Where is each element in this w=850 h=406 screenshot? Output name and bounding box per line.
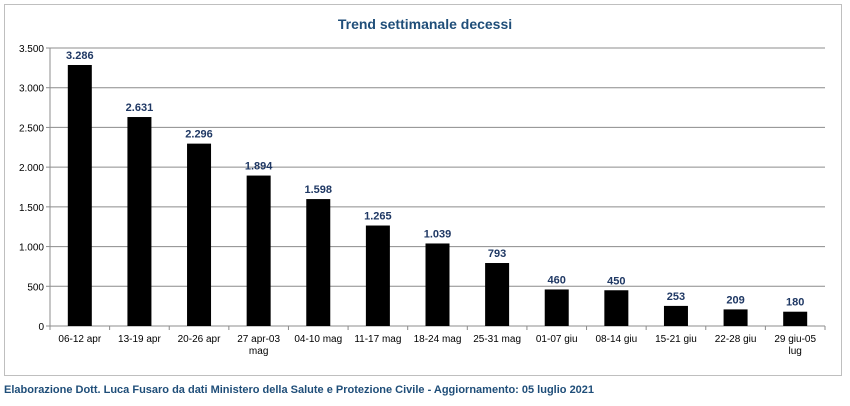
chart-title: Trend settimanale decessi — [338, 16, 512, 32]
data-label: 2.631 — [126, 102, 154, 114]
x-tick-label: 06-12 apr — [58, 334, 101, 345]
bar — [365, 225, 390, 326]
bar — [783, 311, 808, 326]
bar — [485, 263, 510, 326]
x-tick-label: 08-14 giu — [595, 334, 637, 345]
bar — [127, 117, 152, 326]
y-tick-label: 3.000 — [19, 84, 44, 95]
y-tick-label: 0 — [38, 322, 44, 333]
y-tick-label: 2.500 — [19, 123, 44, 134]
axes: 0 500 1.000 1.500 2.000 2.500 3.000 3.500 06-12 … — [19, 44, 826, 357]
y-tick-label: 2.000 — [19, 163, 44, 174]
gridlines — [50, 47, 825, 287]
x-tick-label: 22-28 giu — [715, 334, 757, 345]
chart-frame: Trend settimanale decessi 0 500 1.000 1.500… — [4, 4, 842, 376]
data-label: 1.039 — [424, 228, 452, 240]
bar — [425, 243, 450, 326]
bar — [67, 64, 92, 326]
y-tick-label: 1.000 — [19, 243, 44, 254]
bar — [723, 309, 748, 326]
x-tick-label: 29 giu-05 lug — [774, 334, 816, 357]
data-label: 180 — [786, 297, 804, 309]
data-label: 209 — [726, 294, 744, 306]
bars — [67, 64, 808, 326]
data-label: 460 — [548, 274, 566, 286]
data-label: 450 — [607, 275, 625, 287]
bar — [246, 175, 271, 326]
y-tick-label: 3.500 — [19, 44, 44, 55]
x-tick-label: 13-19 apr — [118, 334, 161, 345]
x-tick-label: 27 apr-03 mag — [237, 334, 280, 357]
data-label: 1.598 — [305, 184, 333, 196]
y-tick-label: 1.500 — [19, 203, 44, 214]
x-tick-label: 18-24 mag — [414, 334, 462, 345]
x-tick-label: 15-21 giu — [655, 334, 697, 345]
data-label: 3.286 — [66, 50, 94, 62]
bar — [604, 290, 629, 326]
x-tick-label: 01-07 giu — [536, 334, 578, 345]
x-tick-label: 04-10 mag — [294, 334, 342, 345]
bar — [187, 143, 212, 326]
bar — [306, 199, 331, 326]
data-label: 2.296 — [185, 129, 213, 141]
data-label: 253 — [667, 291, 685, 303]
data-label: 1.265 — [364, 211, 392, 223]
data-label: 1.894 — [245, 161, 273, 173]
x-tick-label: 25-31 mag — [473, 334, 521, 345]
x-tick-label: 11-17 mag — [354, 334, 401, 345]
x-tick-label: 20-26 apr — [178, 334, 221, 345]
bar — [544, 289, 569, 326]
bar-chart: Trend settimanale decessi 0 500 1.000 1.500… — [19, 16, 826, 357]
footer-credit: Elaborazione Dott. Luca Fusaro da dati M… — [4, 384, 595, 396]
data-labels: 3.286 2.631 2.296 1.894 1.598 1.265 1.039 793 46… — [66, 50, 804, 309]
y-tick-label: 500 — [27, 282, 44, 293]
bar — [663, 305, 688, 326]
data-label: 793 — [488, 248, 506, 260]
